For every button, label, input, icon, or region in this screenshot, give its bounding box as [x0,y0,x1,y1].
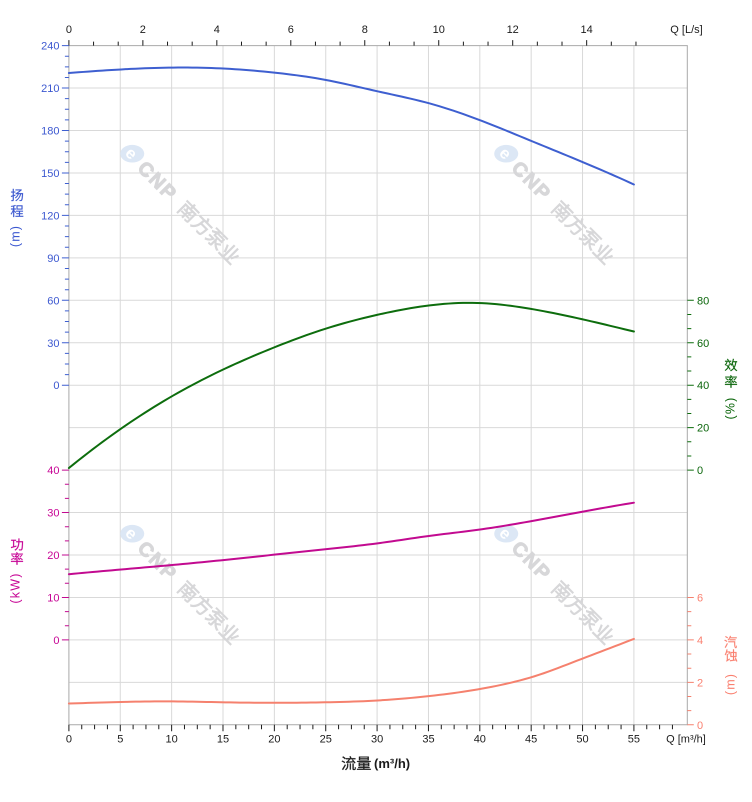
svg-text:8: 8 [362,24,368,36]
svg-text:0: 0 [697,465,703,477]
svg-text:55: 55 [628,734,640,746]
svg-text:50: 50 [576,734,588,746]
svg-text:12: 12 [507,24,519,36]
svg-text:0: 0 [66,734,72,746]
svg-text:40: 40 [697,380,709,392]
svg-text:210: 210 [41,83,59,95]
svg-text:35: 35 [422,734,434,746]
svg-text:20: 20 [697,423,709,435]
svg-text:0: 0 [66,24,72,36]
svg-text:40: 40 [474,734,486,746]
svg-text:240: 240 [41,41,59,53]
svg-text:20: 20 [268,734,280,746]
svg-text:30: 30 [371,734,383,746]
svg-text:10: 10 [433,24,445,36]
svg-text:60: 60 [697,338,709,350]
svg-text:0: 0 [53,380,59,392]
svg-text:120: 120 [41,210,59,222]
svg-text:4: 4 [697,635,703,647]
svg-text:180: 180 [41,126,59,138]
svg-text:(m³/h): (m³/h) [374,756,410,771]
svg-text:150: 150 [41,168,59,180]
svg-text:(m): (m) [9,225,23,247]
svg-text:Q [m³/h]: Q [m³/h] [666,734,706,746]
svg-text:(%): (%) [724,396,738,419]
svg-text:2: 2 [140,24,146,36]
svg-text:6: 6 [288,24,294,36]
svg-text:10: 10 [47,592,59,604]
svg-text:(kW): (kW) [9,572,23,603]
svg-text:25: 25 [320,734,332,746]
svg-text:0: 0 [53,635,59,647]
svg-text:4: 4 [214,24,220,36]
svg-text:15: 15 [217,734,229,746]
svg-text:6: 6 [697,592,703,604]
svg-text:45: 45 [525,734,537,746]
svg-text:10: 10 [166,734,178,746]
svg-text:Q [L/s]: Q [L/s] [670,24,702,36]
svg-text:60: 60 [47,295,59,307]
svg-text:2: 2 [697,677,703,689]
svg-text:14: 14 [581,24,593,36]
svg-text:(m): (m) [724,673,738,695]
svg-text:90: 90 [47,253,59,265]
svg-text:0: 0 [697,720,703,732]
svg-text:30: 30 [47,508,59,520]
svg-text:5: 5 [117,734,123,746]
svg-text:80: 80 [697,295,709,307]
svg-text:20: 20 [47,550,59,562]
svg-text:40: 40 [47,465,59,477]
svg-text:30: 30 [47,338,59,350]
